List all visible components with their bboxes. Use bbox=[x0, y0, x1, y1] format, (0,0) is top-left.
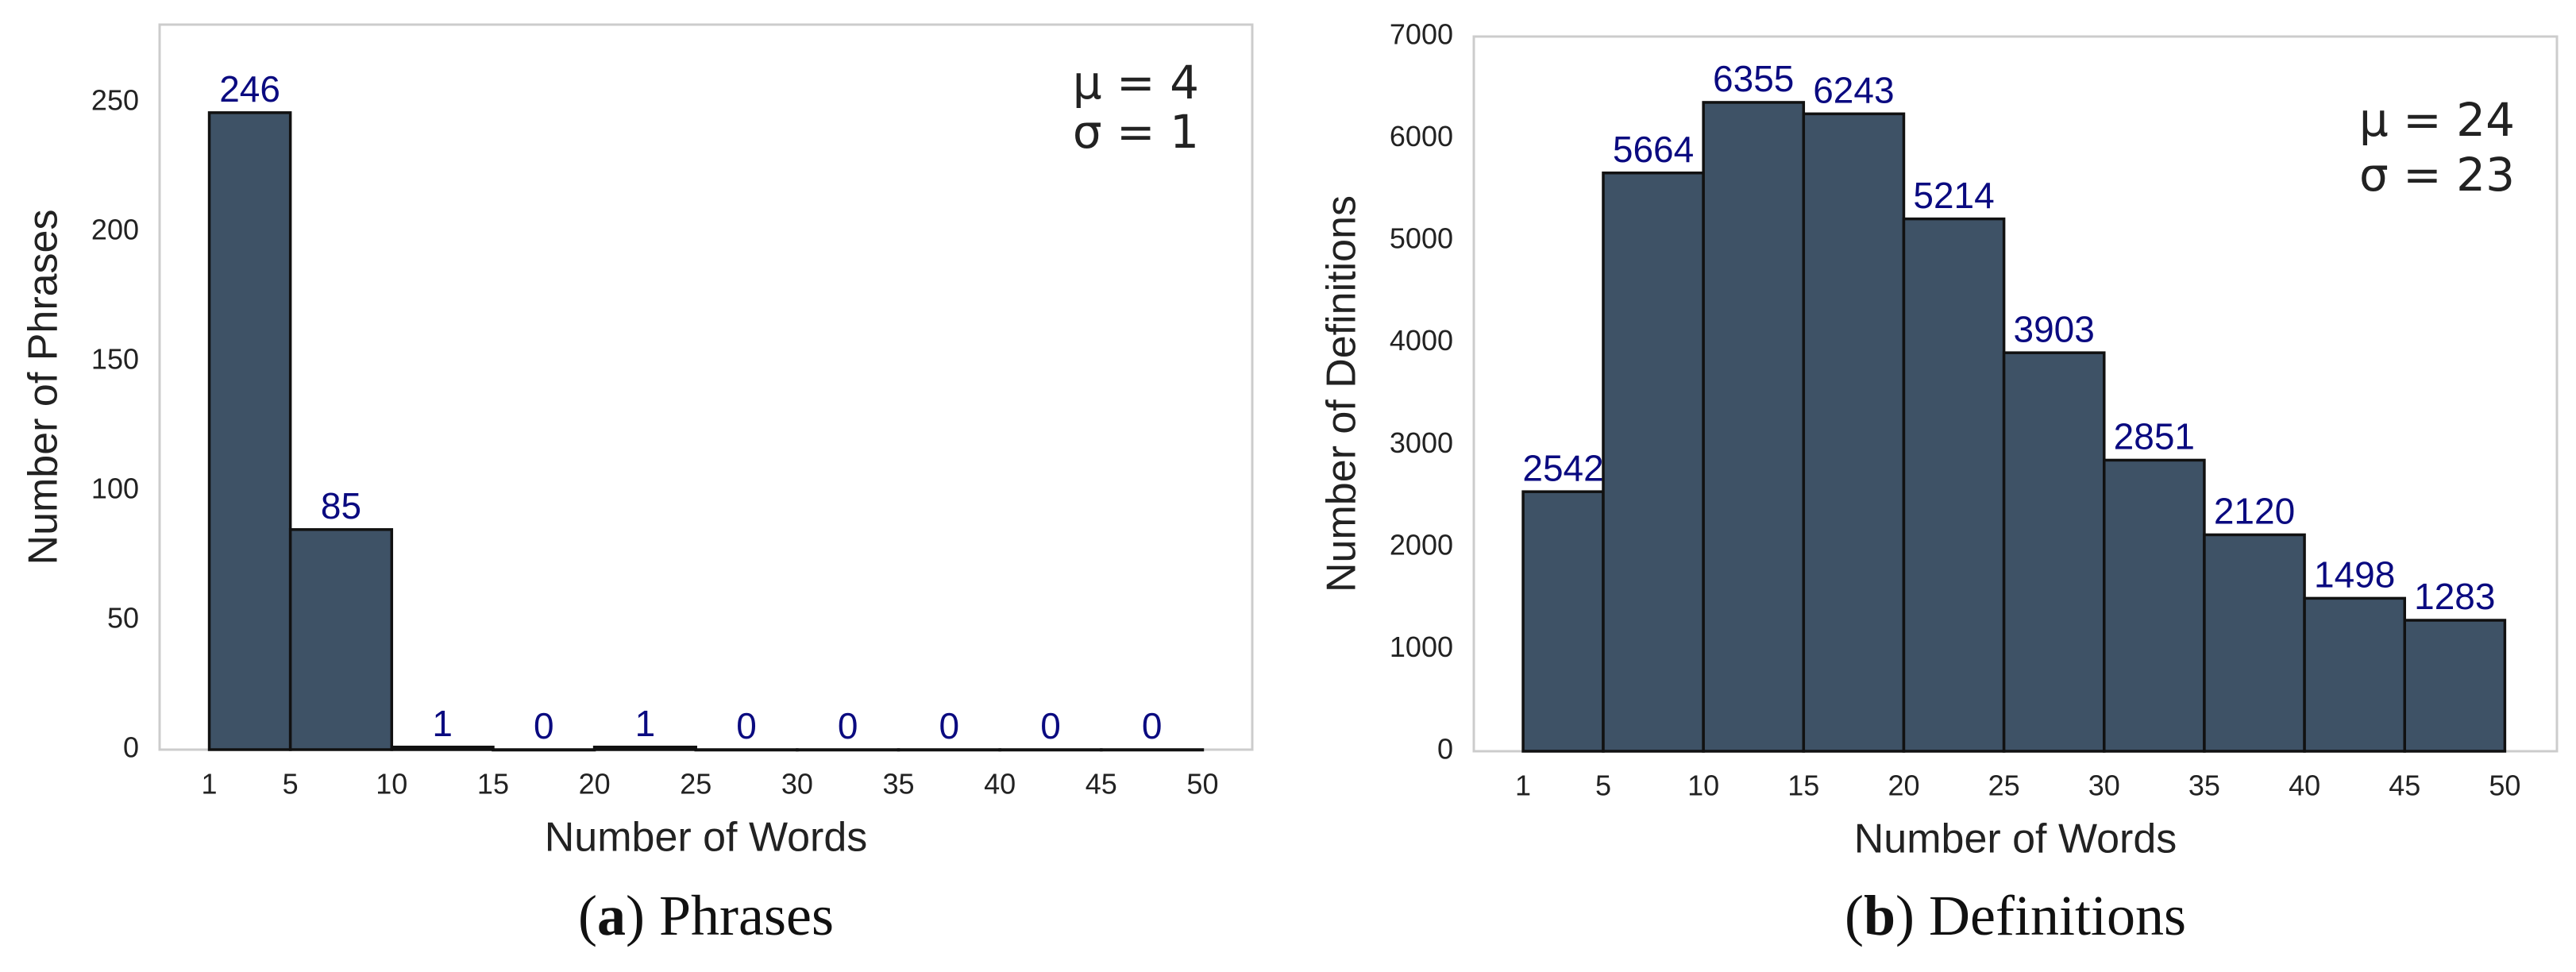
value-label: 0 bbox=[939, 705, 960, 746]
y-tick-label: 1000 bbox=[1390, 631, 1453, 663]
bar bbox=[1702, 101, 1806, 753]
bar bbox=[1802, 112, 1906, 753]
x-tick-label: 15 bbox=[477, 768, 509, 800]
x-tick-label: 40 bbox=[984, 768, 1016, 800]
caption-part: b bbox=[1864, 884, 1895, 947]
y-axis-label: Number of Phrases bbox=[21, 210, 67, 565]
x-tick-label: 25 bbox=[680, 768, 711, 800]
bar bbox=[2103, 458, 2206, 753]
value-label: 0 bbox=[838, 705, 858, 746]
x-tick-label: 30 bbox=[781, 768, 813, 800]
value-label: 5214 bbox=[1913, 175, 1994, 216]
value-label: 0 bbox=[1142, 705, 1163, 746]
x-tick-label: 35 bbox=[2188, 770, 2220, 802]
value-label: 6355 bbox=[1713, 58, 1794, 99]
value-label: 6243 bbox=[1813, 69, 1894, 110]
x-tick-label: 50 bbox=[1186, 768, 1218, 800]
x-tick-label: 50 bbox=[2489, 770, 2520, 802]
x-tick-label: 5 bbox=[283, 768, 299, 800]
caption-part: ) Definitions bbox=[1895, 884, 2186, 947]
y-tick-label: 150 bbox=[91, 342, 139, 375]
value-label: 2120 bbox=[2214, 491, 2295, 532]
value-label: 2542 bbox=[1522, 447, 1603, 488]
bar bbox=[2403, 619, 2507, 753]
value-label: 3903 bbox=[2014, 308, 2095, 349]
caption-part: ( bbox=[578, 884, 597, 947]
bar bbox=[207, 111, 292, 751]
x-tick-label: 25 bbox=[1988, 770, 2020, 802]
annotation: σ = 1 bbox=[1073, 105, 1199, 159]
bar bbox=[2203, 533, 2306, 753]
y-tick-label: 6000 bbox=[1390, 120, 1453, 152]
bar bbox=[1521, 490, 1605, 753]
x-tick-label: 15 bbox=[1787, 770, 1819, 802]
x-tick-label: 30 bbox=[2088, 770, 2120, 802]
y-tick-label: 0 bbox=[123, 731, 139, 764]
bar bbox=[390, 745, 495, 751]
bar bbox=[2002, 351, 2106, 753]
y-tick-label: 3000 bbox=[1390, 426, 1453, 459]
x-tick-label: 10 bbox=[1687, 770, 1719, 802]
y-tick-label: 100 bbox=[91, 472, 139, 504]
y-tick-label: 4000 bbox=[1390, 324, 1453, 357]
annotation: μ = 24 bbox=[2359, 93, 2515, 147]
x-tick-label: 10 bbox=[376, 768, 407, 800]
x-axis-label: Number of Words bbox=[1854, 816, 2177, 862]
y-tick-label: 50 bbox=[107, 601, 139, 634]
value-label: 0 bbox=[534, 705, 554, 746]
caption-part: ) Phrases bbox=[626, 884, 834, 947]
value-label: 1498 bbox=[2314, 554, 2395, 596]
x-tick-label: 20 bbox=[579, 768, 611, 800]
bar bbox=[2303, 596, 2406, 753]
x-tick-label: 5 bbox=[1595, 770, 1611, 802]
y-tick-label: 2000 bbox=[1390, 528, 1453, 561]
value-label: 0 bbox=[736, 705, 757, 746]
x-tick-label: 35 bbox=[882, 768, 914, 800]
caption-part: a bbox=[597, 884, 626, 947]
y-tick-label: 250 bbox=[91, 83, 139, 116]
y-tick-label: 5000 bbox=[1390, 222, 1453, 255]
bar bbox=[592, 745, 697, 751]
x-tick-label: 40 bbox=[2289, 770, 2320, 802]
bar bbox=[1902, 217, 2006, 753]
y-axis-label: Number of Definitions bbox=[1319, 195, 1365, 592]
x-tick-label: 1 bbox=[1515, 770, 1531, 802]
annotation: σ = 23 bbox=[2359, 148, 2515, 202]
value-label: 1283 bbox=[2414, 576, 2495, 617]
value-label: 5664 bbox=[1613, 129, 1694, 170]
value-label: 246 bbox=[219, 68, 280, 110]
x-tick-label: 1 bbox=[202, 768, 218, 800]
caption: (a) Phrases bbox=[578, 884, 834, 947]
value-label: 85 bbox=[321, 485, 361, 526]
annotation: μ = 4 bbox=[1073, 56, 1199, 110]
y-tick-label: 0 bbox=[1437, 733, 1453, 766]
x-tick-label: 20 bbox=[1888, 770, 1919, 802]
caption: (b) Definitions bbox=[1845, 884, 2186, 947]
x-axis-label: Number of Words bbox=[545, 815, 868, 861]
value-label: 1 bbox=[432, 703, 453, 744]
x-tick-label: 45 bbox=[2389, 770, 2420, 802]
y-tick-label: 7000 bbox=[1390, 18, 1453, 51]
bar bbox=[1602, 172, 1705, 753]
value-label: 1 bbox=[635, 703, 656, 744]
bar bbox=[288, 528, 394, 751]
y-tick-label: 200 bbox=[91, 213, 139, 245]
value-label: 2851 bbox=[2114, 416, 2195, 457]
value-label: 0 bbox=[1040, 705, 1061, 746]
x-tick-label: 45 bbox=[1086, 768, 1117, 800]
caption-part: ( bbox=[1845, 884, 1864, 947]
